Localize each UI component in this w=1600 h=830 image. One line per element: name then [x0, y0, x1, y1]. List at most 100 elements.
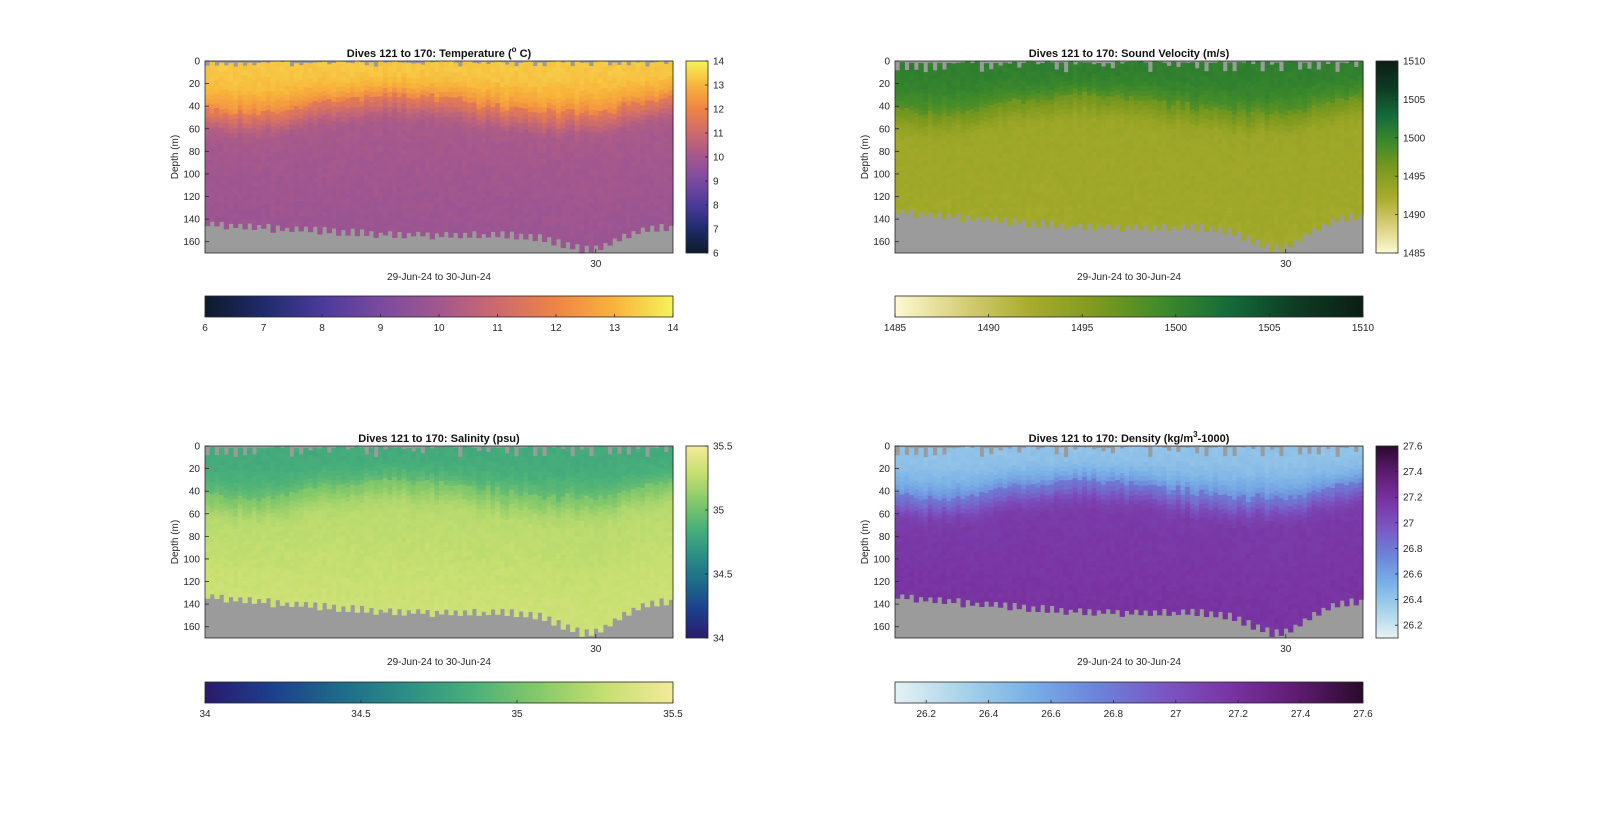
heatmap-cell: [584, 78, 590, 85]
heatmap-cell: [401, 83, 407, 89]
heatmap-cell: [997, 143, 1004, 149]
heatmap-cell: [649, 148, 655, 154]
heatmap-cell: [228, 86, 234, 92]
heatmap-cell: [965, 119, 971, 125]
heatmap-cell: [955, 137, 962, 143]
heatmap-cell: [513, 223, 520, 230]
heatmap-cell: [909, 92, 915, 98]
heatmap-cell: [354, 71, 361, 78]
heatmap-cell: [443, 116, 449, 123]
heatmap-cell: [424, 186, 431, 193]
heatmap-cell: [382, 148, 389, 155]
heatmap-cell: [1096, 134, 1102, 140]
heatmap-cell: [495, 174, 501, 181]
heatmap-cell: [993, 135, 999, 141]
heatmap-cell: [1007, 177, 1013, 183]
heatmap-cell: [668, 148, 674, 154]
heatmap-cell: [649, 162, 655, 169]
heatmap-cell: [434, 207, 440, 214]
heatmap-cell: [513, 91, 520, 98]
heatmap-cell: [983, 202, 990, 208]
heatmap-cell: [616, 132, 623, 138]
heatmap-cell: [1012, 199, 1018, 205]
heatmap-cell: [303, 120, 309, 126]
heatmap-cell: [1100, 71, 1107, 77]
heatmap-cell: [312, 125, 318, 131]
heatmap-cell: [256, 134, 262, 140]
heatmap-cell: [909, 75, 915, 81]
heatmap-cell: [570, 194, 576, 201]
heatmap-cell: [312, 182, 318, 189]
heatmap-cell: [626, 141, 632, 147]
heatmap-cell: [593, 61, 599, 68]
heatmap-cell: [927, 198, 934, 204]
heatmap-cell: [284, 139, 290, 145]
heatmap-cell: [988, 194, 994, 200]
heatmap-cell: [546, 149, 552, 156]
heatmap-cell: [340, 160, 346, 166]
heatmap-cell: [490, 191, 496, 198]
heatmap-cell: [1012, 107, 1018, 113]
heatmap-cell: [518, 213, 524, 219]
heatmap-cell: [621, 132, 627, 139]
heatmap-cell: [495, 67, 501, 73]
heatmap-cell: [256, 115, 262, 121]
heatmap-cell: [275, 200, 281, 207]
heatmap-cell: [918, 93, 924, 99]
heatmap-cell: [256, 86, 262, 93]
heatmap-cell: [1049, 62, 1055, 68]
heatmap-cell: [364, 65, 370, 71]
heatmap-cell: [457, 207, 463, 214]
heatmap-cell: [630, 156, 637, 162]
heatmap-cell: [551, 174, 557, 181]
heatmap-cell: [1054, 97, 1060, 103]
heatmap-cell: [932, 113, 938, 119]
heatmap-cell: [1035, 107, 1041, 113]
heatmap-cell: [434, 92, 440, 98]
heatmap-cell: [331, 155, 337, 161]
heatmap-cell: [401, 145, 407, 151]
heatmap-cell: [1072, 198, 1079, 204]
heatmap-cell: [476, 155, 482, 162]
heatmap-cell: [640, 163, 646, 170]
heatmap-cell: [312, 110, 318, 117]
heatmap-cell: [462, 96, 468, 102]
heatmap-cell: [261, 159, 267, 166]
heatmap-cell: [630, 126, 637, 132]
heatmap-cell: [974, 106, 980, 113]
heatmap-cell: [556, 118, 562, 125]
heatmap-cell: [490, 117, 496, 123]
heatmap-cell: [509, 86, 515, 93]
heatmap-cell: [1040, 81, 1046, 87]
heatmap-cell: [537, 117, 543, 124]
side-colorbar-label: 8: [713, 201, 719, 212]
heatmap-cell: [214, 192, 220, 199]
heatmap-cell: [1068, 147, 1074, 153]
heatmap-cell: [1058, 213, 1065, 219]
heatmap-cell: [429, 67, 435, 74]
heatmap-cell: [1044, 212, 1051, 219]
heatmap-cell: [1040, 178, 1046, 184]
heatmap-cell: [988, 113, 994, 119]
heatmap-cell: [396, 191, 403, 198]
heatmap-cell: [918, 102, 924, 108]
heatmap-cell: [983, 117, 990, 123]
heatmap-cell: [205, 183, 211, 189]
heatmap-cell: [1086, 190, 1093, 196]
heatmap-cell: [495, 226, 501, 233]
heatmap-cell: [997, 83, 1004, 90]
heatmap-cell: [565, 215, 571, 222]
heatmap-cell: [1002, 162, 1008, 168]
heatmap-cell: [490, 131, 496, 138]
heatmap-cell: [523, 207, 529, 214]
heatmap-cell: [406, 207, 412, 214]
heatmap-cell: [937, 67, 943, 73]
heatmap-cell: [518, 107, 524, 114]
heatmap-cell: [1058, 208, 1065, 214]
heatmap-cell: [909, 196, 915, 202]
heatmap-cell: [532, 96, 538, 103]
heatmap-cell: [895, 187, 901, 193]
heatmap-cell: [1012, 208, 1018, 214]
heatmap-cell: [654, 116, 660, 123]
heatmap-cell: [1035, 154, 1041, 161]
